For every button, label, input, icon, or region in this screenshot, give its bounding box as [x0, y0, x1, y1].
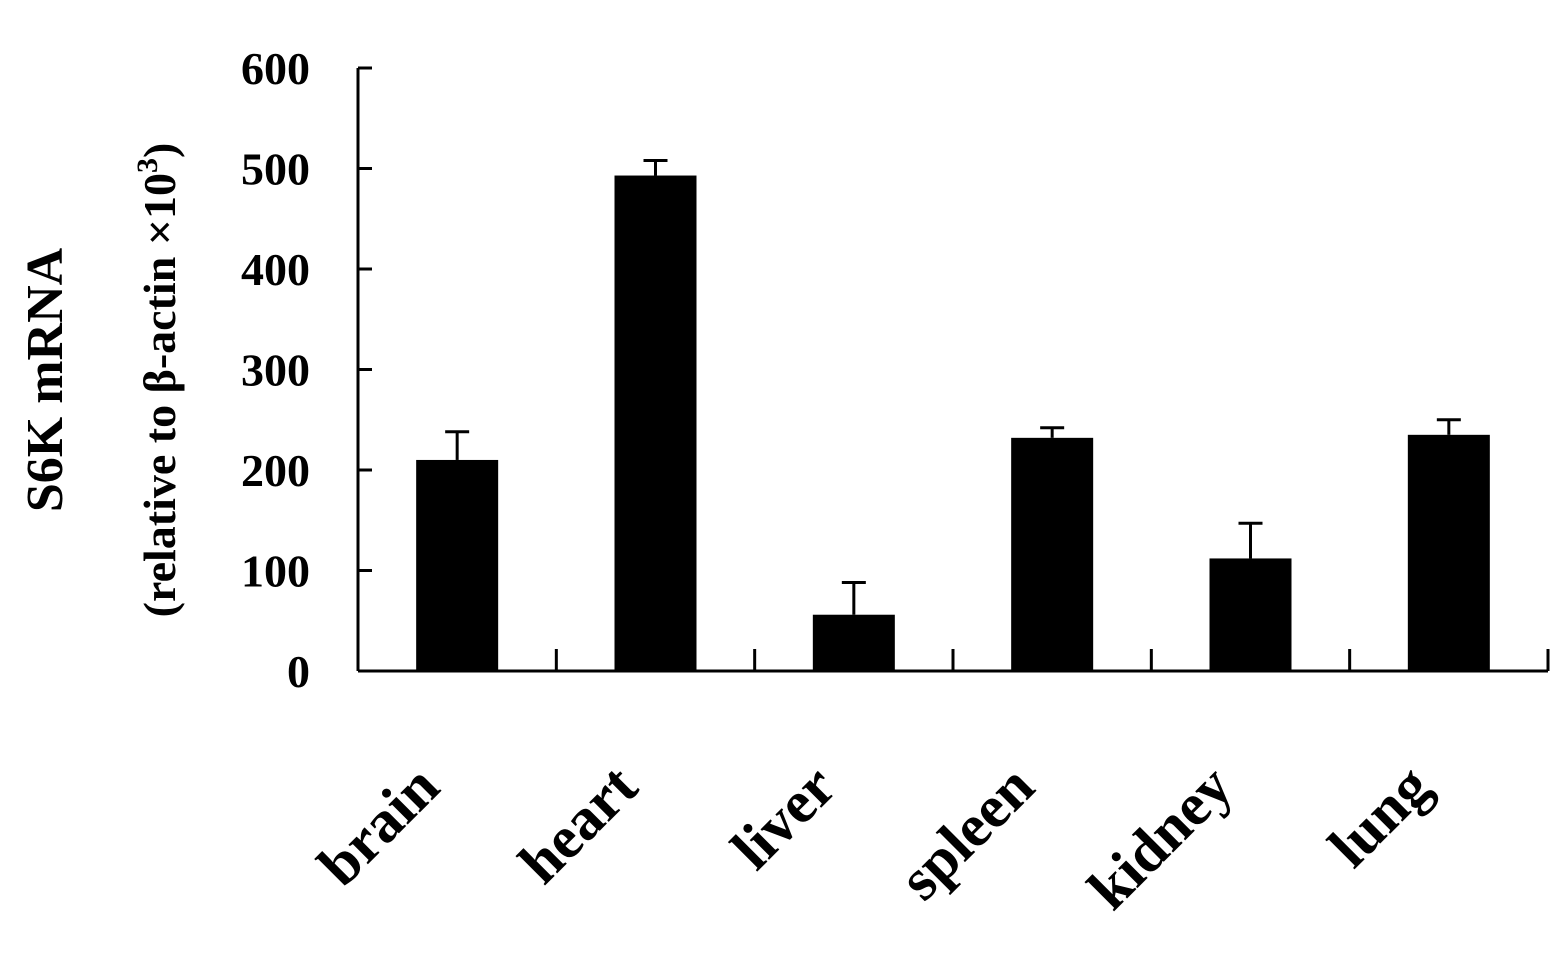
y-tick-label: 600: [241, 43, 310, 94]
y-axis-subtitle-text: (relative to β-actin ×10: [134, 173, 185, 617]
bar-heart: [614, 175, 697, 671]
bars: [416, 158, 1490, 671]
x-tick-labels: brain heart liver spleen kidney lung: [306, 753, 1443, 922]
x-tick-label-spleen: spleen: [887, 753, 1047, 913]
bar-kidney: [1209, 558, 1292, 671]
y-tick-label: 400: [241, 244, 310, 295]
bar-lung: [1407, 434, 1490, 671]
y-tick-label: 100: [241, 546, 310, 597]
y-axis-title: S6K mRNA: [17, 247, 74, 512]
y-axis-subtitle-close: ): [134, 143, 185, 158]
bar-liver: [812, 614, 895, 671]
bar-brain: [416, 459, 499, 671]
y-tick-label: 0: [287, 646, 310, 697]
y-ticks: 0 100 200 300 400 500 600: [241, 43, 372, 697]
y-tick-label: 200: [241, 445, 310, 496]
axes: [356, 68, 1550, 673]
x-tick-label-liver: liver: [719, 753, 848, 882]
y-tick-label: 500: [241, 144, 310, 195]
y-axis-subtitle: (relative to β-actin ×103): [131, 143, 185, 618]
y-axis-subtitle-exponent: 3: [131, 158, 164, 173]
x-tick-label-lung: lung: [1316, 753, 1443, 880]
x-tick-label-heart: heart: [506, 753, 649, 896]
bar-spleen: [1011, 437, 1094, 671]
x-tick-label-kidney: kidney: [1075, 753, 1244, 922]
x-tick-label-brain: brain: [306, 753, 452, 899]
y-tick-label: 300: [241, 345, 310, 396]
